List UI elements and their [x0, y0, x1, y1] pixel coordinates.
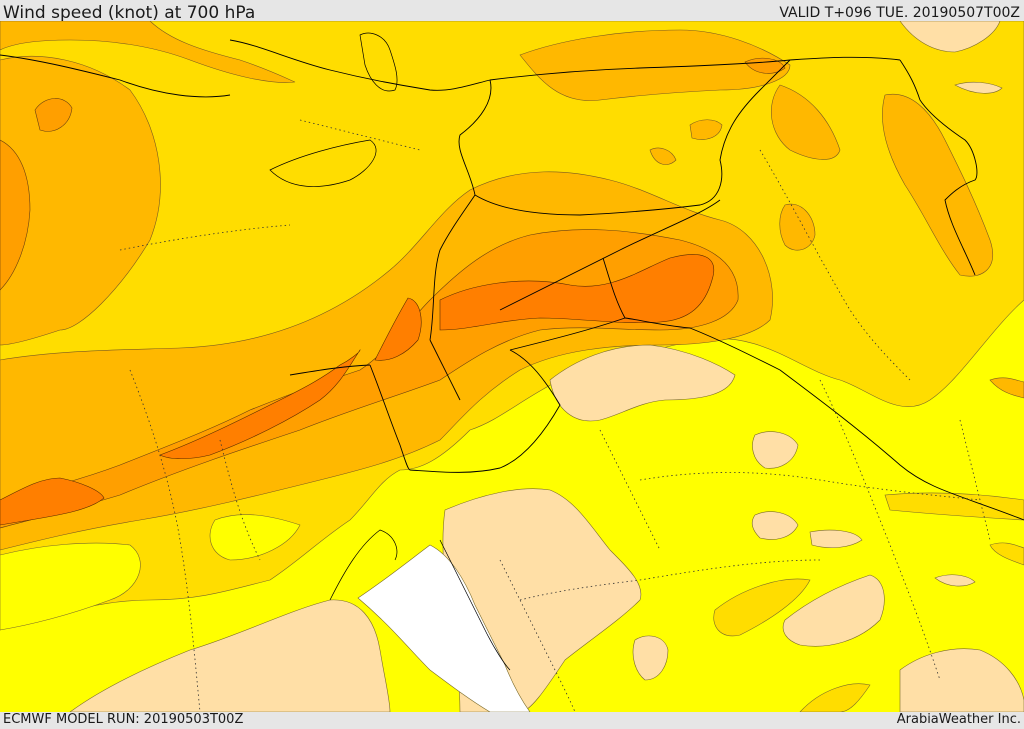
band-35-40-sw [0, 477, 105, 526]
band-35-40-core2 [439, 254, 714, 331]
band-35-40-levant [374, 297, 422, 361]
band-20-25-blob-se [713, 578, 811, 637]
valid-time: VALID T+096 TUE. 20190507T00Z [779, 5, 1020, 21]
coastlines [269, 32, 511, 671]
country-borders [0, 39, 1024, 521]
band-35-40-core [159, 349, 361, 460]
band-25-30-blob3 [649, 147, 677, 165]
band-10-15-se [899, 648, 1024, 712]
band-10-15-south [69, 599, 391, 712]
band-30-35-west [0, 139, 31, 291]
band-10-15-blob4 [632, 635, 669, 681]
band-10-15-blob2 [751, 511, 799, 540]
band-10-15-ne [954, 81, 1003, 94]
map-title: Wind speed (knot) at 700 hPa [3, 3, 256, 23]
admin-boundaries [119, 119, 991, 712]
band-lt10-red-sea [357, 544, 531, 712]
band-30-35-nw [34, 98, 73, 132]
band-25-30-e2 [989, 377, 1024, 399]
band-20-25-east-lower2 [989, 542, 1024, 566]
band-10-15-iraq [549, 344, 736, 422]
band-25-30-nw [0, 21, 296, 83]
wind-speed-map [0, 21, 1024, 712]
band-25-30-north-mid [519, 29, 791, 101]
band-10-15-se2 [782, 574, 885, 647]
band-30-35-north [744, 57, 786, 74]
band-10-15-blob1 [752, 431, 799, 469]
band-10-15-blob3 [809, 529, 863, 549]
band-10-15-blob5 [934, 574, 976, 587]
band-20-25-east-lower [884, 492, 1024, 521]
band-15-20-egypt [209, 514, 301, 561]
band-25-30-east [771, 84, 841, 160]
band-25-30-blob2 [689, 119, 723, 140]
band-20-25-blob-bottom [799, 683, 871, 712]
band-10-15-nw [899, 21, 1001, 53]
band-25-30-ne [882, 93, 993, 277]
band-15-20-left [0, 542, 141, 631]
credit-label: ArabiaWeather Inc. [896, 712, 1021, 727]
band-25-30-blob1 [779, 203, 816, 251]
model-run-label: ECMWF MODEL RUN: 20190503T00Z [3, 712, 244, 727]
